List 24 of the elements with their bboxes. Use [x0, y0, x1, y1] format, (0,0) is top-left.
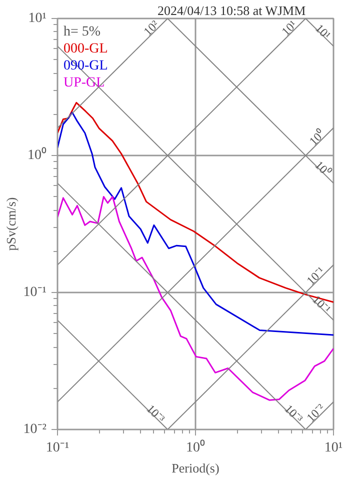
annotation: 10⁻¹	[304, 264, 328, 288]
x-axis-title: Period(s)	[172, 460, 220, 476]
chart-title: 2024/04/13 10:58 at WJMM	[158, 3, 306, 18]
y-tick-label: 10¹	[28, 11, 47, 26]
annotation: 10⁰	[312, 158, 334, 180]
annotation: h= 5%	[64, 24, 101, 40]
x-tick-label: 10⁰	[186, 440, 205, 456]
y-axis-title: pSv(cm/s)	[3, 197, 18, 251]
annotation: 10⁻³	[144, 402, 168, 426]
y-tick-label: 10⁰	[28, 147, 46, 163]
annotation: 10¹	[278, 17, 300, 39]
annotation: 10⁻²	[304, 400, 328, 425]
text: 000-GL	[64, 42, 108, 56]
annotation: 10¹	[312, 21, 334, 42]
y-tick-label: 10⁻¹	[23, 285, 47, 300]
y-tick-label: 10⁻²	[23, 422, 47, 437]
x-tick-label: 10⁻¹	[46, 440, 70, 456]
text: 090-GL	[64, 58, 108, 74]
x-tick-label: 10¹	[324, 440, 343, 456]
annotation: 10²	[140, 17, 162, 39]
text: UP-GL	[64, 76, 105, 90]
annotation: 10⁻³	[282, 402, 306, 426]
annotation: 10⁰	[306, 127, 328, 148]
annotation: 10⁻¹	[310, 292, 334, 316]
